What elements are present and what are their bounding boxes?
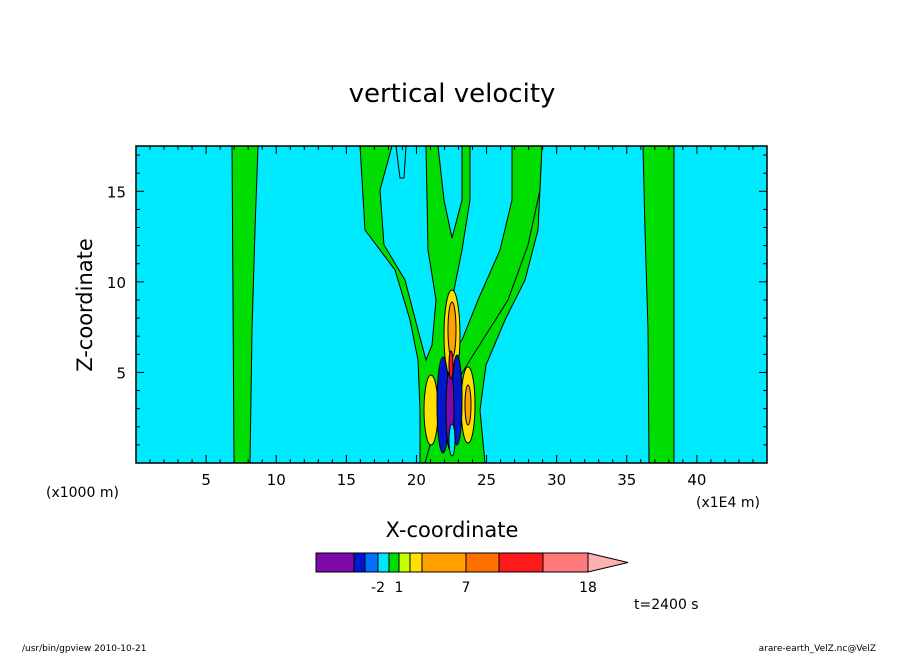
colorbar-tick-label: 18 <box>579 580 597 596</box>
colorbar-cell <box>353 552 366 573</box>
x-tick-label: 25 <box>477 471 496 489</box>
colorbar-cell <box>498 552 544 573</box>
colorbar-cell <box>377 552 390 573</box>
x-tick-label: 15 <box>337 471 356 489</box>
y-axis-label: Z-coordinate <box>73 238 97 372</box>
colorbar-cell <box>315 552 355 573</box>
plume-hole-left <box>379 145 437 362</box>
x-tick-label: 20 <box>407 471 426 489</box>
colorbar-arrow <box>587 552 629 573</box>
colorbar-cell <box>465 552 500 573</box>
y-tick-label: 15 <box>107 183 126 201</box>
x-unit-left: (x1000 m) <box>46 485 119 501</box>
colorbar-cell <box>388 552 400 573</box>
core-red <box>448 350 454 380</box>
colorbar-cell <box>398 552 411 573</box>
time-label: t=2400 s <box>634 597 699 613</box>
plume-hole-right <box>451 145 513 352</box>
y-tick-label: 5 <box>116 364 126 382</box>
core-orange-upper <box>447 301 457 359</box>
colorbar-cell <box>542 552 589 573</box>
core-yellow-left <box>423 374 439 446</box>
colorbar: -2 1 7 18 <box>315 552 629 596</box>
chart-title: vertical velocity <box>349 79 556 109</box>
x-tick-label: 5 <box>201 471 211 489</box>
x-tick-label: 40 <box>687 471 706 489</box>
x-tick-label: 35 <box>617 471 636 489</box>
colorbar-tick-label: -2 <box>371 580 385 596</box>
plot-frame <box>135 145 768 464</box>
colorbar-tick-label: 1 <box>395 580 404 596</box>
footer-left: /usr/bin/gpview 2010-10-21 <box>22 644 146 654</box>
x-tick-label: 30 <box>547 471 566 489</box>
core-cyan-cell <box>448 423 456 457</box>
y-axis: 5 10 15 <box>107 154 767 446</box>
colorbar-cell <box>409 552 423 573</box>
x-axis-label: X-coordinate <box>386 518 519 542</box>
band-left <box>231 145 259 464</box>
x-unit-right: (x1E4 m) <box>696 495 760 511</box>
colorbar-cell <box>421 552 467 573</box>
core-orange-right <box>464 384 472 426</box>
x-axis: 5 10 15 20 25 30 35 40 <box>149 146 754 489</box>
y-tick-label: 10 <box>107 274 126 292</box>
footer-right: arare-earth_VelZ.nc@VelZ <box>759 644 876 654</box>
colorbar-cell <box>364 552 379 573</box>
colorbar-tick-label: 7 <box>462 580 471 596</box>
x-tick-label: 10 <box>267 471 286 489</box>
